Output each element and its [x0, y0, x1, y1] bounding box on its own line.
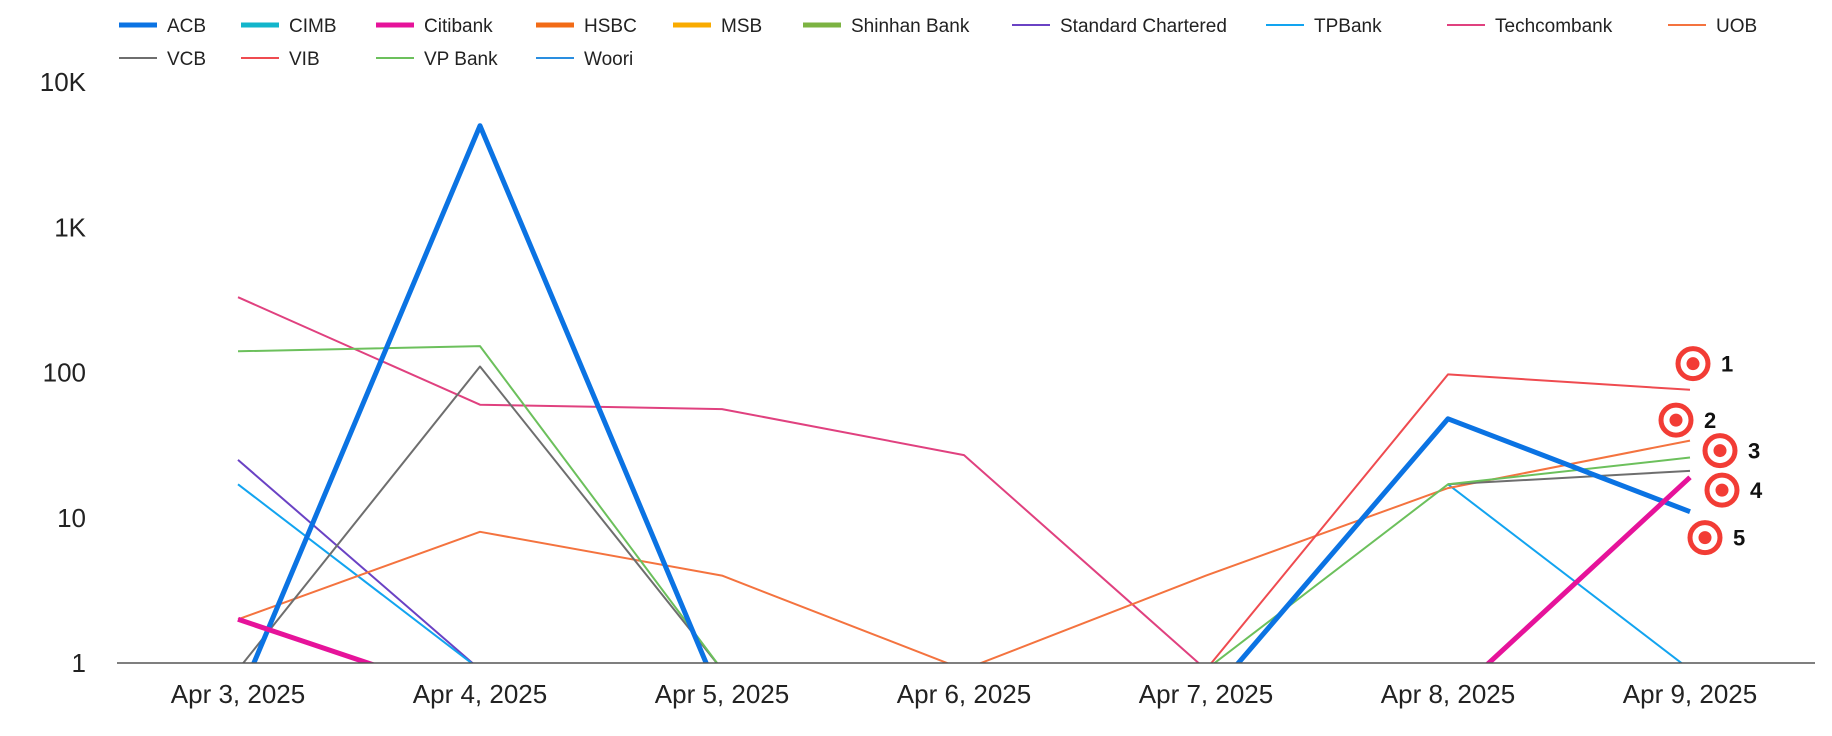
legend-item: HSBC: [536, 16, 637, 37]
series-line: [1210, 373, 1691, 663]
legend-label: Woori: [584, 49, 633, 70]
target-icon-center: [1715, 483, 1729, 497]
series-line: [1447, 483, 1684, 663]
target-marker: 3: [1702, 433, 1760, 469]
series-line: [237, 616, 376, 663]
series-line: [237, 483, 474, 663]
legend-label: HSBC: [584, 16, 637, 37]
legend-label: Shinhan Bank: [851, 16, 970, 37]
marker-label: 2: [1704, 408, 1716, 433]
y-tick-label: 1K: [54, 212, 86, 242]
y-tick-label: 1: [72, 648, 86, 678]
series-line: [237, 439, 1691, 663]
legend-label: VIB: [289, 49, 320, 70]
series-line: [241, 365, 719, 663]
legend-item: VIB: [241, 49, 320, 70]
x-tick-label: Apr 8, 2025: [1381, 679, 1515, 709]
plot-area: [237, 123, 1692, 663]
target-markers: 1 2 3 45: [1658, 346, 1763, 556]
legend-item: MSB: [673, 16, 762, 37]
legend: ACB CIMB Citibank HSBC MSB Shinhan Bank Standa…: [119, 16, 1757, 70]
legend-label: Techcombank: [1495, 16, 1613, 37]
series-line: [1235, 416, 1691, 663]
legend-item: UOB: [1668, 16, 1757, 37]
legend-label: UOB: [1716, 16, 1757, 37]
legend-label: VP Bank: [424, 49, 498, 70]
marker-label: 1: [1721, 352, 1733, 377]
legend-label: Citibank: [424, 16, 493, 37]
series-line: [237, 459, 474, 663]
series-line: [1212, 456, 1691, 663]
target-marker: 4: [1704, 472, 1763, 508]
x-axis: Apr 3, 2025 Apr 4, 2025 Apr 5, 2025 Apr 6, …: [117, 662, 1815, 709]
target-icon-center: [1713, 444, 1727, 458]
legend-item: ACB: [119, 16, 206, 37]
x-tick-label: Apr 7, 2025: [1139, 679, 1273, 709]
legend-item: Shinhan Bank: [803, 16, 970, 37]
target-marker: 2: [1658, 402, 1716, 438]
legend-label: MSB: [721, 16, 762, 37]
series-line: [1447, 469, 1691, 486]
series-line: [251, 123, 709, 663]
target-icon-center: [1698, 531, 1712, 545]
series-line: [237, 345, 719, 663]
x-tick-label: Apr 4, 2025: [413, 679, 547, 709]
legend-label: TPBank: [1314, 16, 1382, 37]
x-tick-label: Apr 5, 2025: [655, 679, 789, 709]
y-tick-label: 100: [43, 358, 86, 388]
legend-item: TPBank: [1266, 16, 1382, 37]
y-tick-label: 10: [57, 503, 86, 533]
legend-label: Standard Chartered: [1060, 16, 1227, 37]
series-lines: [237, 123, 1692, 663]
legend-item: Citibank: [376, 16, 493, 37]
y-tick-label: 10K: [40, 67, 87, 97]
legend-item: Techcombank: [1447, 16, 1613, 37]
target-icon-center: [1669, 413, 1683, 427]
target-marker: 1: [1675, 346, 1733, 382]
x-tick-label: Apr 3, 2025: [171, 679, 305, 709]
legend-item: CIMB: [241, 16, 337, 37]
legend-label: CIMB: [289, 16, 337, 37]
legend-item: Standard Chartered: [1012, 16, 1227, 37]
x-tick-label: Apr 9, 2025: [1623, 679, 1757, 709]
target-marker: 5: [1687, 520, 1745, 556]
legend-label: ACB: [167, 16, 206, 37]
marker-label: 4: [1750, 478, 1763, 503]
series-line: [1485, 475, 1692, 663]
y-axis: 1 10 100 1K 10K: [40, 67, 87, 678]
marker-label: 5: [1733, 526, 1745, 551]
legend-item: VCB: [119, 49, 206, 70]
series-line: [237, 296, 1201, 663]
target-icon-center: [1686, 357, 1700, 371]
legend-item: Woori: [536, 49, 633, 70]
x-tick-label: Apr 6, 2025: [897, 679, 1031, 709]
legend-label: VCB: [167, 49, 206, 70]
legend-item: VP Bank: [376, 49, 498, 70]
marker-label: 3: [1748, 439, 1760, 464]
